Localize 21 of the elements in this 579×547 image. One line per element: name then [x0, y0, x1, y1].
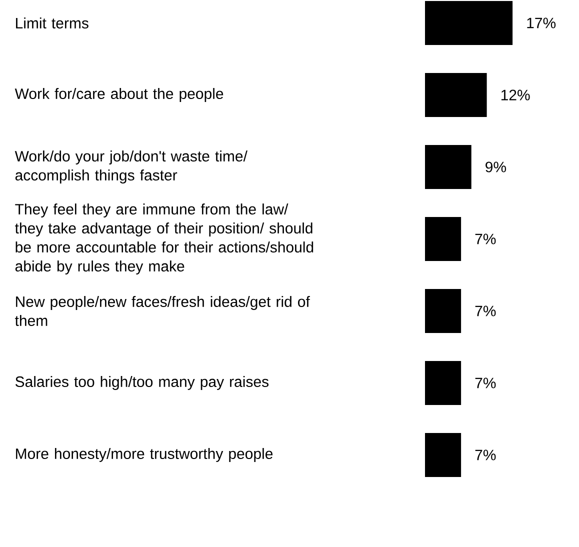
y-tick-label: New people/new faces/fresh ideas/get rid of them [15, 296, 310, 326]
data-label: 17% [527, 18, 556, 28]
data-label: 7% [475, 234, 496, 244]
bar [425, 217, 462, 262]
y-tick-label: Work/do your job/don't waste time/ accomplish things faster [14, 150, 248, 184]
bar [425, 361, 462, 406]
bar [425, 289, 462, 334]
data-label: 9% [486, 162, 506, 172]
bar [425, 73, 487, 117]
data-label: 7% [475, 378, 496, 388]
data-label: 12% [501, 90, 530, 100]
y-tick-label: Work for/care about the people [14, 88, 224, 102]
y-tick-label: More honesty/more trustworthy people [16, 448, 273, 462]
y-tick-label: Salaries too high/too many pay raises [15, 376, 268, 390]
data-label: 7% [475, 450, 496, 460]
bar [425, 145, 472, 190]
data-label: 7% [475, 306, 496, 316]
bar [425, 433, 462, 478]
y-tick-label: They feel they are immune from the law/ they take advantage of their position/ should be more accountable for their actions/should abide by rules they make [15, 204, 314, 274]
y-tick-label: Limit terms [16, 17, 88, 29]
bar [425, 1, 513, 45]
